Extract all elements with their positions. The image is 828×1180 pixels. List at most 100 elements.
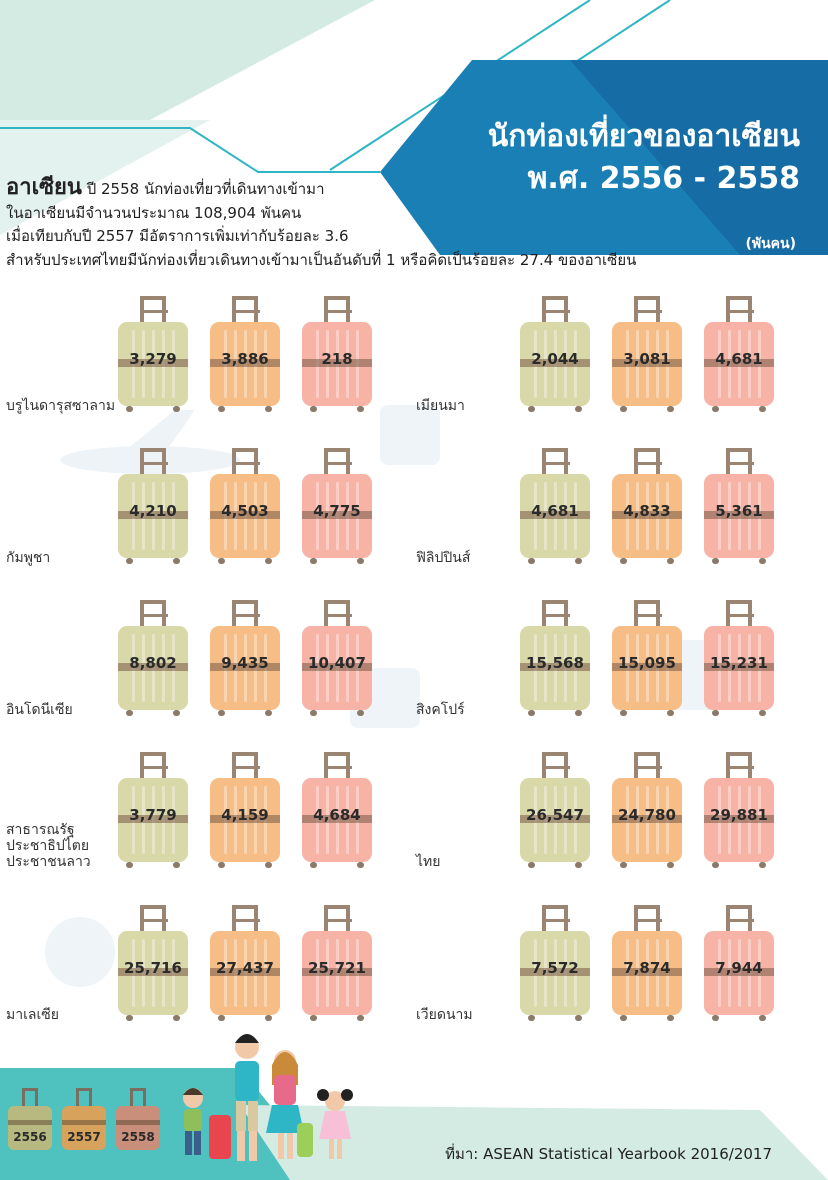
- luggage-body: [118, 778, 188, 862]
- data-label: 7,944: [715, 959, 763, 977]
- luggage-handle: [140, 448, 168, 480]
- luggage-handle: [140, 905, 168, 937]
- data-label: 15,095: [618, 654, 676, 672]
- country-name: ฟิลิปปินส์: [416, 550, 471, 566]
- luggage-2556: 2,044: [520, 296, 590, 414]
- luggage-2557: 24,780: [612, 752, 682, 870]
- data-label: 26,547: [526, 806, 584, 824]
- legend-item-2558: 2558: [116, 1088, 160, 1158]
- data-label: 3,886: [221, 350, 269, 368]
- luggage-handle: [140, 600, 168, 632]
- country-name: ไทย: [416, 854, 441, 870]
- luggage-body: [210, 626, 280, 710]
- luggage-2557: 27,437: [210, 905, 280, 1023]
- luggage-2557: 4,159: [210, 752, 280, 870]
- luggage-handle: [542, 600, 570, 632]
- child-boy-figure: [183, 1088, 203, 1155]
- luggage-handle: [726, 905, 754, 937]
- luggage-body: [118, 931, 188, 1015]
- data-label: 25,721: [308, 959, 366, 977]
- luggage-body: [302, 322, 372, 406]
- luggage-2558: 29,881: [704, 752, 774, 870]
- data-label: 4,775: [313, 502, 361, 520]
- luggage-2558: 15,231: [704, 600, 774, 718]
- luggage-handle: [726, 600, 754, 632]
- country-name: กัมพูชา: [6, 550, 51, 566]
- luggage-2557: 3,886: [210, 296, 280, 414]
- country-name: อินโดนีเซีย: [6, 702, 73, 718]
- luggage-2556: 15,568: [520, 600, 590, 718]
- legend-label-2558: 2558: [121, 1130, 155, 1144]
- luggage-2558: 4,681: [704, 296, 774, 414]
- luggage-handle: [140, 296, 168, 328]
- luggage-handle: [232, 905, 260, 937]
- family-illustration: [183, 1034, 353, 1161]
- luggage-2557: 3,081: [612, 296, 682, 414]
- luggage-body: [520, 626, 590, 710]
- data-label: 9,435: [221, 654, 269, 672]
- luggage-2557: 4,833: [612, 448, 682, 566]
- luggage-handle: [324, 448, 352, 480]
- luggage-body: [210, 474, 280, 558]
- data-label: 4,159: [221, 806, 269, 824]
- luggage-2556: 3,279: [118, 296, 188, 414]
- luggage-handle: [232, 296, 260, 328]
- header-title: นักท่องเที่ยวของอาเซียน พ.ศ. 2556 - 2558: [400, 118, 800, 198]
- mother-figure: [266, 1050, 313, 1159]
- luggage-body: [210, 778, 280, 862]
- child-girl-figure: [317, 1089, 353, 1159]
- asean-word: อาเซียน: [6, 175, 82, 200]
- luggage-body: [704, 778, 774, 862]
- data-label: 218: [321, 350, 353, 368]
- luggage-handle: [140, 752, 168, 784]
- luggage-2557: 7,874: [612, 905, 682, 1023]
- luggage-handle: [634, 600, 662, 632]
- data-label: 4,684: [313, 806, 361, 824]
- legend-label-2556: 2556: [13, 1130, 47, 1144]
- data-label: 4,833: [623, 502, 671, 520]
- luggage-body: [704, 931, 774, 1015]
- data-label: 4,210: [129, 502, 177, 520]
- country-name: เมียนมา: [416, 398, 465, 414]
- luggage-2558: 5,361: [704, 448, 774, 566]
- intro-line-2: ในอาเซียนมีจำนวนประมาณ 108,904 พันคน: [6, 203, 302, 222]
- luggage-body: [704, 474, 774, 558]
- legend-item-2557: 2557: [62, 1088, 106, 1158]
- data-label: 3,779: [129, 806, 177, 824]
- luggage-2558: 10,407: [302, 600, 372, 718]
- luggage-handle: [634, 296, 662, 328]
- data-label: 7,572: [531, 959, 579, 977]
- luggage-handle: [726, 296, 754, 328]
- luggage-body: [302, 778, 372, 862]
- source-note: ที่มา: ASEAN Statistical Yearbook 2016/2…: [445, 1145, 772, 1163]
- luggage-2557: 4,503: [210, 448, 280, 566]
- luggage-handle: [726, 752, 754, 784]
- luggage-handle: [542, 448, 570, 480]
- data-label: 27,437: [216, 959, 274, 977]
- father-figure: [209, 1034, 259, 1161]
- data-label: 4,681: [715, 350, 763, 368]
- luggage-handle: [232, 448, 260, 480]
- luggage-2556: 26,547: [520, 752, 590, 870]
- data-label: 15,231: [710, 654, 768, 672]
- luggage-body: [612, 931, 682, 1015]
- data-label: 29,881: [710, 806, 768, 824]
- luggage-handle: [542, 752, 570, 784]
- intro-line-1: อาเซียน ปี 2558 นักท่องเที่ยวที่เดินทางเ…: [6, 176, 806, 202]
- luggage-body: [118, 322, 188, 406]
- luggage-2556: 7,572: [520, 905, 590, 1023]
- luggage-body: [704, 626, 774, 710]
- luggage-2556: 25,716: [118, 905, 188, 1023]
- luggage-handle: [634, 448, 662, 480]
- legend-item-2556: 2556: [8, 1088, 52, 1158]
- luggage-body: [520, 322, 590, 406]
- luggage-handle: [324, 752, 352, 784]
- data-label: 8,802: [129, 654, 177, 672]
- data-label: 25,716: [124, 959, 182, 977]
- country-name: เวียดนาม: [416, 1007, 473, 1023]
- luggage-2558: 4,775: [302, 448, 372, 566]
- luggage-2557: 9,435: [210, 600, 280, 718]
- luggage-2558: 25,721: [302, 905, 372, 1023]
- luggage-handle: [542, 296, 570, 328]
- luggage-body: [612, 778, 682, 862]
